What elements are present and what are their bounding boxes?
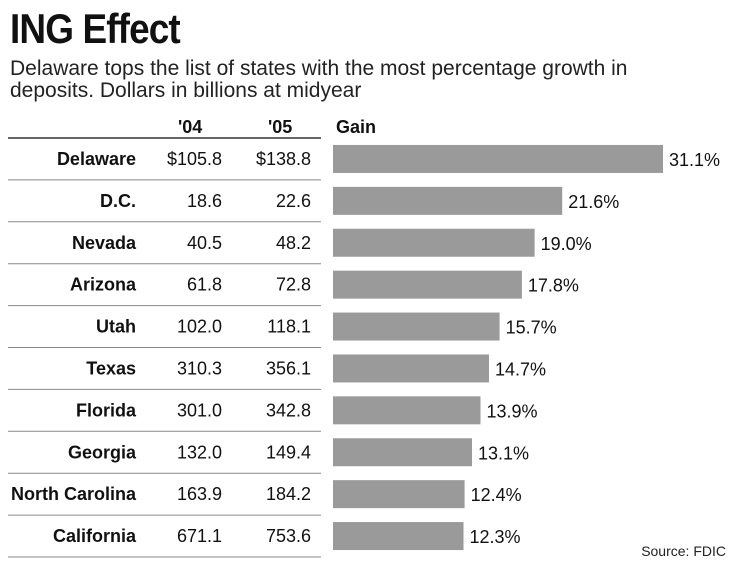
value-05: 118.1 xyxy=(267,317,311,337)
data-label: 17.8% xyxy=(528,276,579,296)
data-label: 19.0% xyxy=(541,234,592,254)
value-04: 132.0 xyxy=(177,442,222,462)
value-05: 753.6 xyxy=(266,526,311,546)
bar xyxy=(333,438,473,467)
bar xyxy=(333,186,563,215)
bar xyxy=(333,144,663,173)
value-05: $138.8 xyxy=(256,149,311,169)
value-05: 22.6 xyxy=(276,191,311,211)
column-header-05: '05 xyxy=(268,117,293,137)
source-note: Source: FDIC xyxy=(641,543,726,559)
value-04: 163.9 xyxy=(177,484,222,504)
value-05: 48.2 xyxy=(276,233,311,253)
category-label: Georgia xyxy=(68,442,137,462)
value-04: 310.3 xyxy=(177,358,222,378)
column-header-04: '04 xyxy=(178,117,203,137)
category-label: Texas xyxy=(86,358,136,378)
column-header-gain: Gain xyxy=(336,117,377,137)
value-04: 61.8 xyxy=(187,275,222,295)
data-label: 12.3% xyxy=(470,527,521,547)
bar xyxy=(333,270,522,299)
category-label: Nevada xyxy=(72,233,137,253)
value-04: 18.6 xyxy=(187,191,222,211)
category-label: California xyxy=(53,526,137,546)
chart-subtitle: Delaware tops the list of states with th… xyxy=(10,57,628,102)
bar xyxy=(333,522,464,551)
category-label: North Carolina xyxy=(11,484,137,504)
bar xyxy=(333,480,465,509)
value-04: 671.1 xyxy=(177,526,222,546)
data-label: 13.1% xyxy=(478,443,529,463)
category-label: D.C. xyxy=(100,191,136,211)
data-label: 13.9% xyxy=(486,401,537,421)
data-label: 31.1% xyxy=(669,150,720,170)
value-04: 102.0 xyxy=(177,317,222,337)
category-label: Florida xyxy=(76,400,137,420)
value-04: 301.0 xyxy=(177,400,222,420)
data-label: 14.7% xyxy=(495,359,546,379)
bar xyxy=(333,354,489,383)
value-04: 40.5 xyxy=(187,233,222,253)
data-label: 15.7% xyxy=(506,318,557,338)
value-05: 184.2 xyxy=(266,484,311,504)
value-05: 342.8 xyxy=(266,400,311,420)
category-label: Utah xyxy=(96,317,136,337)
value-04: $105.8 xyxy=(167,149,222,169)
value-05: 356.1 xyxy=(266,358,311,378)
bar xyxy=(333,312,500,341)
value-05: 72.8 xyxy=(276,275,311,295)
data-label: 12.4% xyxy=(471,485,522,505)
bar xyxy=(333,396,481,425)
bar xyxy=(333,228,535,257)
value-05: 149.4 xyxy=(266,442,311,462)
category-label: Arizona xyxy=(70,275,137,295)
data-label: 21.6% xyxy=(568,192,619,212)
chart-title: ING Effect xyxy=(10,5,181,52)
category-label: Delaware xyxy=(57,149,136,169)
